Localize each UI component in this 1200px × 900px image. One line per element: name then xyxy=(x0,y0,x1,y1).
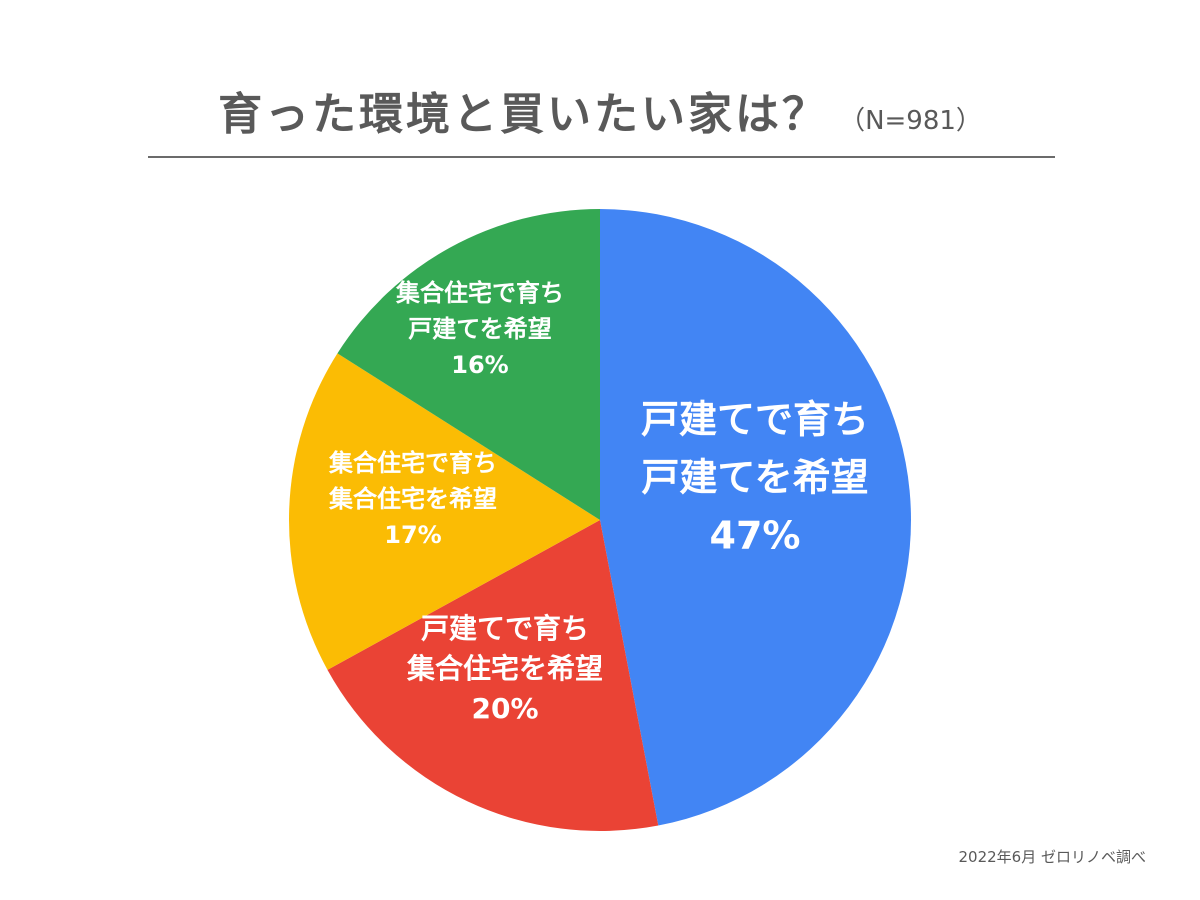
slice-1-label-line-2: 戸建てを希望 xyxy=(641,456,868,500)
pie-slice-3 xyxy=(288,353,600,670)
slice-3-label-line-2: 集合住宅を希望 xyxy=(328,485,497,513)
slice-1-value-label: 47% xyxy=(710,514,801,558)
slice-3-value-label: 17% xyxy=(384,521,441,549)
pie-slice-1 xyxy=(600,209,911,826)
slice-2-label-line-1: 戸建てで育ち xyxy=(421,612,589,645)
sample-size: （N=981） xyxy=(839,106,982,136)
slice-3-label-line-1: 集合住宅で育ち xyxy=(328,449,497,477)
slice-2-value-label: 20% xyxy=(471,692,538,725)
pie-slice-2 xyxy=(327,520,659,831)
slice-4-label-line-2: 戸建てを希望 xyxy=(408,315,552,343)
slice-1-label-line-1: 戸建てで育ち xyxy=(641,398,869,442)
slice-2-label-line-2: 集合住宅を希望 xyxy=(406,652,603,685)
slice-4-value-label: 16% xyxy=(451,351,508,379)
pie-slice-4 xyxy=(337,208,600,520)
chart-title: 育った環境と買いたい家は？ （N=981） xyxy=(0,78,1200,142)
title-divider xyxy=(148,156,1055,158)
chart-title-main: 育った環境と買いたい家は？ xyxy=(218,89,830,140)
slice-4-label-line-1: 集合住宅で育ち xyxy=(395,279,564,307)
source-note: 2022年6月 ゼロリノベ調べ xyxy=(958,848,1147,866)
